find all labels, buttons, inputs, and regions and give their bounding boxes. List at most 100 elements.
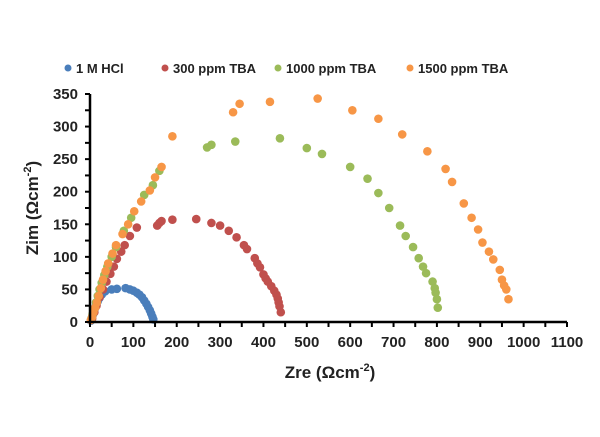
data-point xyxy=(428,277,437,286)
data-point xyxy=(395,221,405,230)
data-point xyxy=(150,173,160,182)
data-point xyxy=(275,133,285,143)
data-point xyxy=(230,137,240,146)
data-point xyxy=(384,203,394,213)
data-point xyxy=(401,231,410,241)
data-point xyxy=(168,132,177,141)
data-point xyxy=(265,97,275,107)
data-point xyxy=(94,291,103,301)
data-point xyxy=(473,225,483,234)
data-point xyxy=(313,94,322,103)
data-point xyxy=(232,233,241,242)
x-ticks: 0 100 200 300 400 500 600 700 800 900 1000 1100 xyxy=(86,322,583,351)
y-tick-label: 300 xyxy=(53,119,78,136)
series-1000-ppm-tba xyxy=(87,133,443,324)
data-point xyxy=(363,174,372,183)
data-point xyxy=(157,216,166,226)
series-300-ppm-tba xyxy=(87,214,286,324)
data-point xyxy=(132,223,142,232)
y-tick-label: 150 xyxy=(53,216,78,233)
data-point xyxy=(414,253,423,263)
data-point xyxy=(467,213,476,223)
data-point xyxy=(96,283,106,293)
x-tick-label: 400 xyxy=(251,334,276,351)
data-point xyxy=(108,249,117,258)
data-point xyxy=(459,199,469,208)
x-tick-label: 100 xyxy=(121,334,146,351)
data-point xyxy=(421,268,431,278)
data-point xyxy=(136,197,146,206)
data-point xyxy=(317,149,327,159)
y-tick-label: 100 xyxy=(53,249,78,266)
data-point xyxy=(101,266,110,276)
data-point xyxy=(98,275,108,284)
data-point xyxy=(397,130,407,139)
x-tick-label: 1100 xyxy=(551,334,584,351)
data-point xyxy=(92,298,102,307)
y-ticks: 0 50 100 150 200 250 300 350 xyxy=(53,86,90,331)
plot-area xyxy=(86,94,513,325)
x-tick-label: 1000 xyxy=(507,334,540,351)
data-point xyxy=(495,265,505,275)
x-axis-title: Zre (Ωcm-2) xyxy=(285,362,376,382)
legend-item: 1500 ppm TBA xyxy=(406,61,509,76)
y-tick-label: 50 xyxy=(61,281,78,298)
data-point xyxy=(504,294,513,304)
data-point xyxy=(123,219,133,229)
data-point xyxy=(302,143,312,153)
data-point xyxy=(168,215,177,225)
legend-label: 300 ppm TBA xyxy=(173,61,257,76)
data-point xyxy=(433,303,443,312)
data-point xyxy=(157,162,166,172)
legend-item: 1000 ppm TBA xyxy=(274,61,377,76)
series-1500-ppm-tba xyxy=(86,94,513,325)
legend-label: 1 M HCl xyxy=(76,61,124,76)
data-point xyxy=(501,285,511,294)
data-point xyxy=(235,99,244,109)
legend: 1 M HCl 300 ppm TBA 1000 ppm TBA 1500 ppm T… xyxy=(64,61,509,76)
legend-item: 300 ppm TBA xyxy=(161,61,257,76)
data-point xyxy=(207,140,216,150)
data-point xyxy=(484,247,494,256)
legend-marker xyxy=(406,64,414,72)
legend-marker xyxy=(274,64,282,72)
x-tick-label: 200 xyxy=(164,334,189,351)
x-tick-label: 900 xyxy=(468,334,493,351)
data-point xyxy=(447,177,457,187)
legend-marker xyxy=(161,64,169,72)
data-point xyxy=(432,294,442,304)
data-point xyxy=(431,288,440,297)
y-axis-title: Zim (Ωcm-2) xyxy=(22,161,42,255)
data-point xyxy=(348,105,357,115)
x-tick-label: 700 xyxy=(381,334,406,351)
data-point xyxy=(129,206,139,216)
data-point xyxy=(374,114,383,124)
legend-item: 1 M HCl xyxy=(64,61,124,76)
data-point xyxy=(228,107,238,117)
legend-marker xyxy=(64,64,72,72)
data-point xyxy=(145,186,155,195)
y-tick-label: 0 xyxy=(70,314,78,331)
data-point xyxy=(488,255,498,264)
legend-label: 1500 ppm TBA xyxy=(418,61,509,76)
data-point xyxy=(441,164,450,174)
x-tick-label: 0 xyxy=(86,334,94,351)
data-point xyxy=(345,162,355,172)
data-point xyxy=(103,259,113,268)
data-point xyxy=(255,262,265,272)
data-point xyxy=(224,226,234,236)
data-point xyxy=(418,262,428,271)
data-point xyxy=(423,147,432,156)
y-tick-label: 350 xyxy=(53,86,78,103)
data-point xyxy=(215,221,225,230)
data-point xyxy=(207,218,216,228)
data-point xyxy=(111,240,121,250)
x-tick-label: 500 xyxy=(294,334,319,351)
data-point xyxy=(125,231,135,241)
data-point xyxy=(118,229,127,239)
data-point xyxy=(120,240,129,250)
data-point xyxy=(478,238,487,247)
data-point xyxy=(126,213,136,223)
y-tick-label: 200 xyxy=(53,184,78,201)
